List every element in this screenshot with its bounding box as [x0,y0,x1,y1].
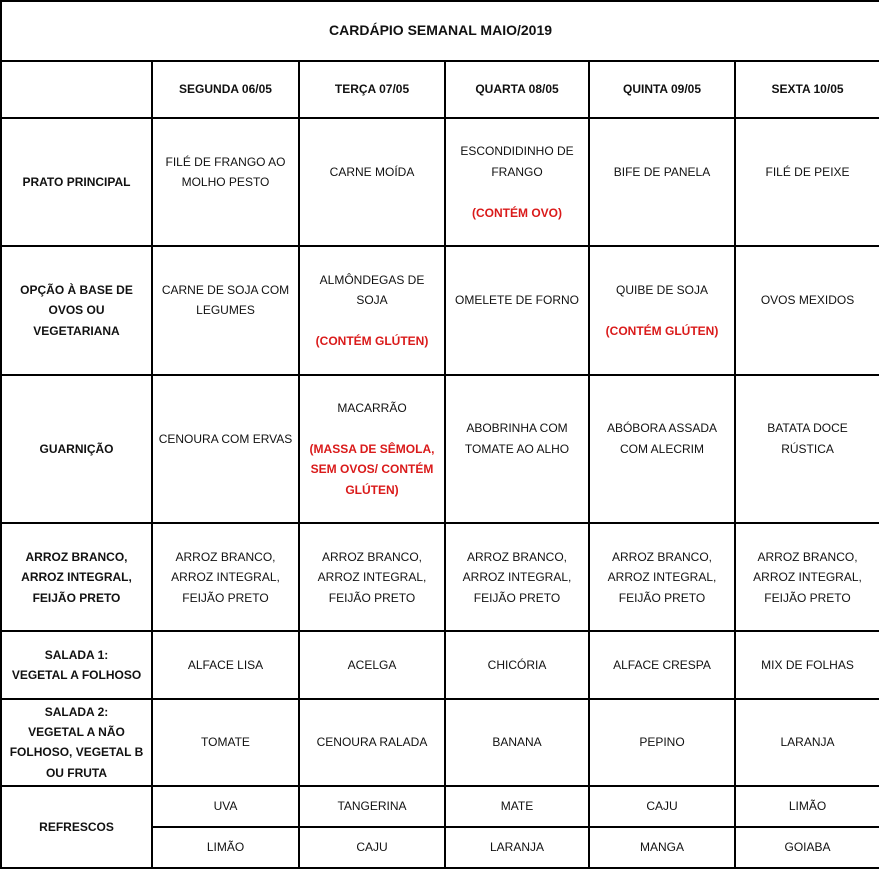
cell-text: CENOURA RALADA [316,735,428,750]
row-label-refrescos: REFRESCOS [0,785,153,869]
menu-cell: ARROZ BRANCO, ARROZ INTEGRAL, FEIJÃO PRE… [298,522,446,633]
cell-text: CHICÓRIA [487,657,547,672]
cell-text: ARROZ BRANCO, ARROZ INTEGRAL, FEIJÃO PRE… [753,549,862,605]
menu-cell: MIX DE FOLHAS [733,630,879,700]
row-label-opcao-vegetariana: OPÇÃO À BASE DE OVOS OU VEGETARIANA [0,245,153,376]
row-guarnicao: GUARNIÇÃO CENOURA COM ERVAS MACARRÃO (MA… [0,373,879,525]
allergen-note: (CONTÉM GLÚTEN) [605,323,719,338]
cell-text: MIX DE FOLHAS [761,657,854,672]
cell-text: BANANA [492,735,542,750]
cell-text: FILÉ DE FRANGO AO MOLHO PESTO [165,154,286,189]
cell-text: ARROZ BRANCO, ARROZ INTEGRAL, FEIJÃO PRE… [462,549,572,605]
cell-text: OVOS MEXIDOS [760,293,855,308]
menu-cell: ACELGA [298,630,446,700]
day-header-quinta: QUINTA 09/05 [588,60,736,119]
cell-text: CARNE MOÍDA [329,164,415,179]
menu-cell: MATE [444,785,590,829]
menu-cell: MANGA [588,826,736,869]
menu-cell: OVOS MEXIDOS [733,245,879,376]
menu-cell: CENOURA COM ERVAS [151,373,300,525]
cell-text: CARNE DE SOJA COM LEGUMES [161,282,290,318]
menu-cell: TANGERINA [298,785,446,829]
menu-cell: GOIABA [733,826,879,869]
page-title: CARDÁPIO SEMANAL MAIO/2019 [0,0,879,62]
cell-text: OMELETE DE FORNO [454,293,579,308]
cell-text: ALFACE CRESPA [613,657,711,672]
day-header-segunda: SEGUNDA 06/05 [151,60,300,119]
cell-text: FILÉ DE PEIXE [765,164,850,179]
cell-text: ARROZ BRANCO, ARROZ INTEGRAL, FEIJÃO PRE… [317,549,427,605]
menu-cell: CENOURA RALADA [298,697,446,788]
cell-text: ALMÔNDEGAS DE SOJA [319,272,425,308]
cell-text: PEPINO [639,735,685,750]
menu-cell: CAJU [588,785,736,829]
menu-cell: ABÓBORA ASSADA COM ALECRIM [588,373,736,525]
cell-text: ARROZ BRANCO, ARROZ INTEGRAL, FEIJÃO PRE… [607,549,717,605]
row-salada-2: SALADA 2: VEGETAL A NÃO FOLHOSO, VEGETAL… [0,697,879,788]
menu-cell: OMELETE DE FORNO [444,245,590,376]
menu-cell: LARANJA [733,697,879,788]
menu-cell: CARNE DE SOJA COM LEGUMES [151,245,300,376]
cell-text: ABÓBORA ASSADA COM ALECRIM [606,421,718,456]
corner-cell [0,60,153,119]
menu-cell: ALFACE LISA [151,630,300,700]
day-header-sexta: SEXTA 10/05 [733,60,879,119]
cell-text: ALFACE LISA [187,657,264,672]
row-label-salada-2: SALADA 2: VEGETAL A NÃO FOLHOSO, VEGETAL… [0,697,153,788]
menu-cell: TOMATE [151,697,300,788]
menu-cell: CHICÓRIA [444,630,590,700]
menu-cell: ARROZ BRANCO, ARROZ INTEGRAL, FEIJÃO PRE… [733,522,879,633]
row-opcao-vegetariana: OPÇÃO À BASE DE OVOS OU VEGETARIANA CARN… [0,245,879,376]
title-row: CARDÁPIO SEMANAL MAIO/2019 [0,0,879,62]
menu-cell: BIFE DE PANELA [588,116,736,248]
menu-cell: UVA [151,785,300,829]
cell-text: TOMATE [201,735,250,750]
cell-text: BATATA DOCE RÚSTICA [767,421,848,456]
row-arroz-feijao: ARROZ BRANCO, ARROZ INTEGRAL, FEIJÃO PRE… [0,522,879,633]
row-label-prato-principal: PRATO PRINCIPAL [0,116,153,248]
menu-cell: FILÉ DE PEIXE [733,116,879,248]
menu-cell: CAJU [298,826,446,869]
cell-text: LARANJA [780,735,835,750]
menu-cell: PEPINO [588,697,736,788]
row-salada-1: SALADA 1: VEGETAL A FOLHOSO ALFACE LISA … [0,630,879,700]
cell-text: ACELGA [347,657,397,672]
row-prato-principal: PRATO PRINCIPAL FILÉ DE FRANGO AO MOLHO … [0,116,879,248]
menu-cell: ARROZ BRANCO, ARROZ INTEGRAL, FEIJÃO PRE… [151,522,300,633]
cell-text: QUIBE DE SOJA [615,282,709,297]
menu-cell: ESCONDIDINHO DE FRANGO (CONTÉM OVO) [444,116,590,248]
cell-text: MACARRÃO [337,401,407,416]
menu-cell: ALMÔNDEGAS DE SOJA (CONTÉM GLÚTEN) [298,245,446,376]
row-refrescos-1: REFRESCOS UVA TANGERINA MATE CAJU LIMÃO [0,785,879,869]
menu-cell: LIMÃO [733,785,879,829]
menu-cell: BANANA [444,697,590,788]
cell-text: BIFE DE PANELA [613,164,711,179]
menu-cell: LIMÃO [151,826,300,869]
menu-cell: ARROZ BRANCO, ARROZ INTEGRAL, FEIJÃO PRE… [588,522,736,633]
cell-text: ESCONDIDINHO DE FRANGO [460,144,574,179]
menu-cell: ALFACE CRESPA [588,630,736,700]
day-header-row: SEGUNDA 06/05 TERÇA 07/05 QUARTA 08/05 Q… [0,60,879,119]
menu-cell: CARNE MOÍDA [298,116,446,248]
cell-text: CENOURA COM ERVAS [158,431,293,446]
allergen-note: (MASSA DE SÊMOLA, SEM OVOS/ CONTÉM GLÚTE… [309,441,435,497]
allergen-note: (CONTÉM GLÚTEN) [315,333,429,348]
menu-cell: BATATA DOCE RÚSTICA [733,373,879,525]
row-label-arroz-feijao: ARROZ BRANCO, ARROZ INTEGRAL, FEIJÃO PRE… [0,522,153,633]
cell-text: ARROZ BRANCO, ARROZ INTEGRAL, FEIJÃO PRE… [171,549,280,605]
menu-cell: LARANJA [444,826,590,869]
day-header-terca: TERÇA 07/05 [298,60,446,119]
allergen-note: (CONTÉM OVO) [472,205,562,220]
menu-cell: ARROZ BRANCO, ARROZ INTEGRAL, FEIJÃO PRE… [444,522,590,633]
row-label-guarnicao: GUARNIÇÃO [0,373,153,525]
cell-text: ABOBRINHA COM TOMATE AO ALHO [464,421,570,456]
menu-cell: ABOBRINHA COM TOMATE AO ALHO [444,373,590,525]
menu-cell: FILÉ DE FRANGO AO MOLHO PESTO [151,116,300,248]
row-label-salada-1: SALADA 1: VEGETAL A FOLHOSO [0,630,153,700]
menu-cell: QUIBE DE SOJA (CONTÉM GLÚTEN) [588,245,736,376]
day-header-quarta: QUARTA 08/05 [444,60,590,119]
menu-cell: MACARRÃO (MASSA DE SÊMOLA, SEM OVOS/ CON… [298,373,446,525]
